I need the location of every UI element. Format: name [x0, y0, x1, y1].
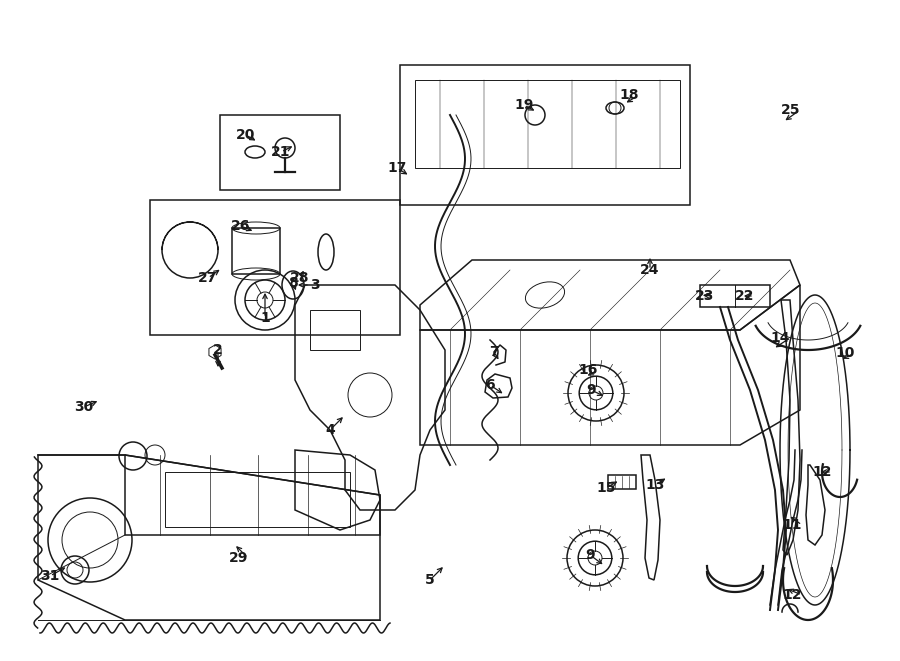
Text: 3: 3 — [310, 278, 320, 292]
Text: 1: 1 — [260, 311, 270, 325]
Text: 4: 4 — [325, 423, 335, 437]
Text: 27: 27 — [198, 271, 218, 285]
Text: 24: 24 — [640, 263, 660, 277]
Text: 19: 19 — [514, 98, 534, 112]
Text: 15: 15 — [596, 481, 616, 495]
Text: 26: 26 — [231, 219, 251, 233]
Text: 12: 12 — [782, 588, 802, 602]
Text: 9: 9 — [586, 383, 596, 397]
Text: 9: 9 — [585, 548, 595, 562]
Text: 8: 8 — [288, 276, 298, 290]
Bar — [150, 200, 400, 335]
Bar — [608, 475, 636, 489]
Text: 2: 2 — [213, 343, 223, 357]
Text: 16: 16 — [579, 363, 598, 377]
Text: 18: 18 — [619, 88, 639, 102]
Bar — [310, 310, 360, 350]
Text: 14: 14 — [770, 331, 790, 345]
Text: 5: 5 — [425, 573, 435, 587]
Bar — [165, 472, 350, 527]
Text: 29: 29 — [229, 551, 248, 565]
Text: 10: 10 — [835, 346, 855, 360]
Text: 21: 21 — [271, 145, 291, 159]
Text: 13: 13 — [645, 478, 665, 492]
Text: 25: 25 — [780, 103, 800, 117]
Text: 17: 17 — [387, 161, 407, 175]
Text: 22: 22 — [734, 289, 754, 303]
Text: 28: 28 — [290, 271, 310, 285]
Text: 6: 6 — [485, 378, 495, 392]
Bar — [232, 228, 280, 274]
Text: 30: 30 — [75, 400, 94, 414]
Text: 7: 7 — [490, 345, 499, 359]
Text: 12: 12 — [813, 465, 832, 479]
Text: 20: 20 — [237, 128, 256, 142]
Bar — [700, 285, 770, 307]
Bar — [220, 115, 340, 190]
Text: 11: 11 — [782, 518, 802, 532]
Bar — [400, 65, 690, 205]
Text: 31: 31 — [40, 569, 59, 583]
Text: 23: 23 — [695, 289, 714, 303]
